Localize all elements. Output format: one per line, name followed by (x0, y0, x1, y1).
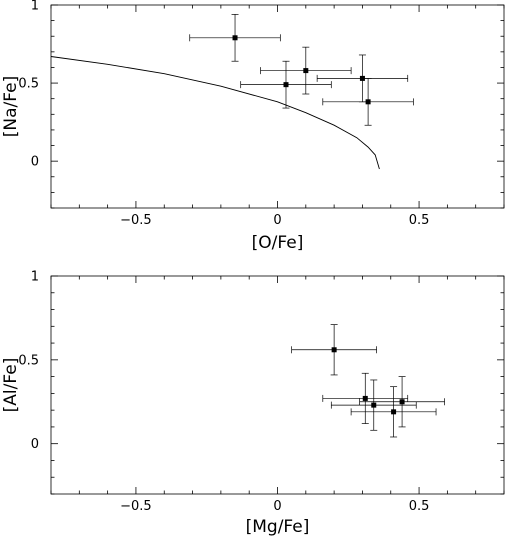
data-point (240, 60, 332, 109)
tick-group (50, 4, 505, 209)
point-marker (371, 402, 377, 408)
na-vs-o-panel: −0.5 0 0.5 0 0.5 1 [O/Fe] [Na/Fe] (1, 0, 505, 253)
plot-frame (50, 275, 505, 495)
data-point (350, 386, 437, 438)
x-tick-label: −0.5 (120, 213, 152, 228)
y-axis-label: [Na/Fe] (1, 76, 21, 137)
y-tick-label: 0.5 (18, 353, 39, 368)
point-marker (365, 99, 371, 105)
data-point (189, 14, 281, 62)
tick-label-group: −0.5 0 0.5 0 0.5 1 (18, 270, 429, 515)
model-curve (50, 56, 380, 170)
data-point (322, 78, 414, 126)
data-points (189, 14, 414, 126)
data-point (330, 379, 417, 431)
point-marker (331, 347, 337, 353)
x-axis-label: [Mg/Fe] (246, 517, 310, 537)
data-point (260, 46, 352, 95)
x-tick-label: 0 (273, 213, 281, 228)
al-vs-mg-panel: −0.5 0 0.5 0 0.5 1 [Mg/Fe] [Al/Fe] (1, 270, 505, 537)
data-point (291, 324, 377, 376)
point-marker (362, 395, 368, 401)
point-marker (283, 82, 289, 88)
y-axis-label: [Al/Fe] (1, 358, 21, 413)
y-tick-label: 0 (31, 437, 39, 452)
plot-frame (50, 4, 505, 209)
tick-label-group: −0.5 0 0.5 0 0.5 1 (18, 0, 429, 228)
y-tick-label: 0 (31, 155, 39, 170)
x-tick-label: 0.5 (409, 499, 430, 514)
y-tick-label: 0.5 (18, 77, 39, 92)
data-point (322, 372, 409, 424)
data-point (359, 376, 445, 428)
data-point (316, 54, 409, 103)
point-marker (359, 75, 365, 81)
x-tick-label: −0.5 (120, 499, 152, 514)
y-tick-label: 1 (31, 270, 39, 285)
point-marker (399, 399, 405, 405)
point-marker (303, 68, 309, 74)
x-tick-label: 0 (273, 499, 281, 514)
point-marker (391, 409, 397, 415)
data-points (291, 324, 445, 438)
x-tick-label: 0.5 (409, 213, 430, 228)
y-tick-label: 1 (31, 0, 39, 14)
x-axis-label: [O/Fe] (252, 233, 304, 253)
tick-group (50, 275, 505, 495)
point-marker (232, 35, 238, 41)
